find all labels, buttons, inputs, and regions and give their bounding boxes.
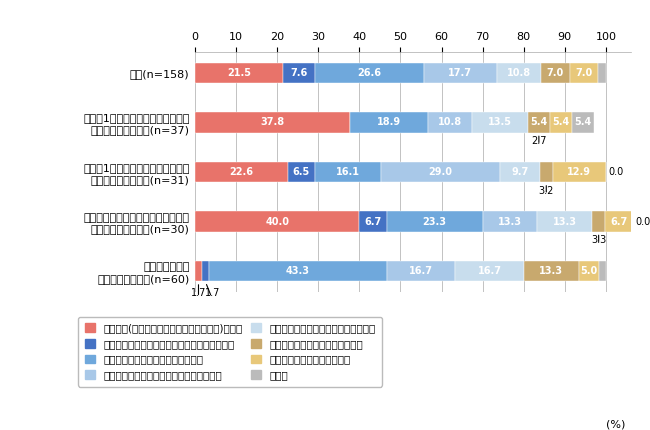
Text: 3.3: 3.3 bbox=[591, 235, 606, 245]
Bar bbox=[195, 62, 283, 83]
Bar bbox=[599, 62, 606, 83]
Bar bbox=[524, 261, 578, 282]
Text: 21.5: 21.5 bbox=[227, 68, 251, 78]
Text: (%): (%) bbox=[606, 420, 625, 430]
Bar bbox=[195, 261, 202, 282]
Text: 9.7: 9.7 bbox=[511, 167, 528, 177]
Text: 1.7: 1.7 bbox=[205, 288, 220, 298]
Bar bbox=[500, 162, 540, 182]
Text: 18.9: 18.9 bbox=[377, 117, 401, 127]
Bar bbox=[528, 112, 550, 133]
Text: 29.0: 29.0 bbox=[428, 167, 452, 177]
Bar bbox=[553, 162, 606, 182]
Bar bbox=[473, 112, 528, 133]
Text: 5.4: 5.4 bbox=[552, 117, 569, 127]
Text: 23.3: 23.3 bbox=[422, 217, 447, 227]
Text: 10.8: 10.8 bbox=[507, 68, 531, 78]
Text: 5.4: 5.4 bbox=[530, 117, 547, 127]
Text: 2.7: 2.7 bbox=[531, 136, 547, 146]
Bar bbox=[540, 162, 553, 182]
Text: 22.6: 22.6 bbox=[229, 167, 254, 177]
Text: 16.7: 16.7 bbox=[478, 266, 502, 276]
Bar bbox=[209, 261, 387, 282]
Text: 43.3: 43.3 bbox=[286, 266, 310, 276]
Text: 13.3: 13.3 bbox=[498, 217, 522, 227]
Bar bbox=[599, 261, 606, 282]
Bar bbox=[605, 211, 633, 232]
Bar bbox=[592, 211, 605, 232]
Bar bbox=[538, 211, 592, 232]
Text: 16.1: 16.1 bbox=[335, 167, 359, 177]
Text: 5.4: 5.4 bbox=[575, 117, 592, 127]
Bar bbox=[387, 211, 482, 232]
Bar bbox=[283, 62, 315, 83]
Text: 0.0: 0.0 bbox=[635, 217, 650, 227]
Text: 16.7: 16.7 bbox=[409, 266, 433, 276]
Bar bbox=[572, 112, 594, 133]
Bar bbox=[381, 162, 500, 182]
Text: 0.0: 0.0 bbox=[608, 167, 623, 177]
Bar bbox=[428, 112, 473, 133]
Text: 26.6: 26.6 bbox=[358, 68, 381, 78]
Bar bbox=[195, 162, 288, 182]
Text: 13.3: 13.3 bbox=[552, 217, 577, 227]
Text: 7.0: 7.0 bbox=[575, 68, 593, 78]
Text: 12.9: 12.9 bbox=[567, 167, 592, 177]
Bar bbox=[578, 261, 599, 282]
Text: 3.2: 3.2 bbox=[539, 186, 554, 196]
Bar bbox=[497, 62, 541, 83]
Bar bbox=[315, 162, 381, 182]
Text: 5.0: 5.0 bbox=[580, 266, 597, 276]
Bar bbox=[288, 162, 315, 182]
Text: 6.7: 6.7 bbox=[365, 217, 382, 227]
Bar bbox=[315, 62, 424, 83]
Bar bbox=[550, 112, 572, 133]
Bar bbox=[195, 211, 359, 232]
Text: 13.3: 13.3 bbox=[540, 266, 564, 276]
Text: 7.0: 7.0 bbox=[547, 68, 564, 78]
Bar bbox=[569, 62, 599, 83]
Bar bbox=[359, 211, 387, 232]
Text: 1.7: 1.7 bbox=[191, 288, 206, 298]
Bar bbox=[424, 62, 497, 83]
Bar bbox=[195, 112, 350, 133]
Bar bbox=[482, 211, 538, 232]
Text: 7.6: 7.6 bbox=[291, 68, 307, 78]
Text: 37.8: 37.8 bbox=[261, 117, 285, 127]
Text: 10.8: 10.8 bbox=[438, 117, 462, 127]
Bar bbox=[541, 62, 569, 83]
Text: 40.0: 40.0 bbox=[265, 217, 289, 227]
Text: 17.7: 17.7 bbox=[448, 68, 472, 78]
Text: 6.5: 6.5 bbox=[292, 167, 310, 177]
Text: 13.5: 13.5 bbox=[488, 117, 512, 127]
Bar bbox=[456, 261, 524, 282]
Bar bbox=[202, 261, 209, 282]
Bar bbox=[387, 261, 456, 282]
Legend: 自宅勤務(リモートワーク・テレワーク等)とした, 前日から職場の近くで宿をとる等して出社した, 当日、始業時間に合わせて出社した, 当日、遅刻したが午前中までに: 自宅勤務(リモートワーク・テレワーク等)とした, 前日から職場の近くで宿をとる等… bbox=[78, 317, 382, 387]
Text: 6.7: 6.7 bbox=[610, 217, 628, 227]
Bar bbox=[350, 112, 428, 133]
